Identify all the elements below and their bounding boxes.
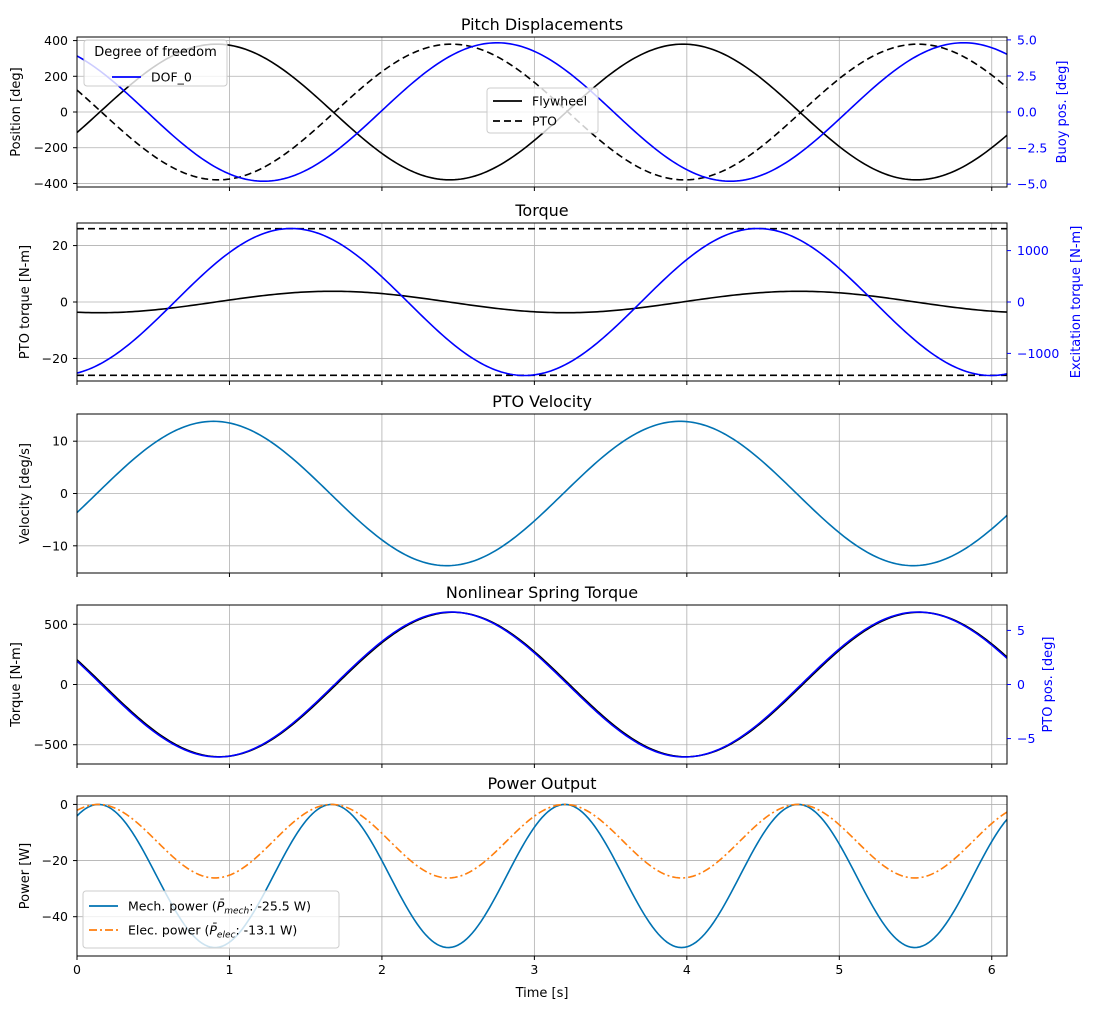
y-tick-label: 20 (52, 238, 68, 253)
y-axis-label: Position [deg] (9, 67, 24, 156)
chart-panel-p3: PTO Velocity −10 0 10 Velocity [deg/s] (18, 392, 1008, 577)
y2-tick-label: −2.5 (1017, 141, 1047, 156)
chart-panel-p4: Nonlinear Spring Torque −500 0 500 Torque [N… (9, 583, 1056, 768)
y2-tick-label: 0 (1017, 295, 1025, 310)
legend-box (83, 39, 228, 87)
series-line-pto-velocity (77, 420, 1007, 567)
y2-tick-label: −1000 (1017, 346, 1059, 361)
y-tick-label: −20 (42, 351, 68, 366)
chart-title: Power Output (487, 774, 596, 793)
legend: Mech. power (P̄mech: -25.5 W)Elec. power… (82, 890, 340, 949)
y-tick-label: −400 (34, 176, 68, 191)
y-axis-label: Power [W] (18, 843, 33, 909)
y-tick-label: −20 (42, 853, 68, 868)
y-tick-label: 0 (60, 797, 68, 812)
y-tick-label: 10 (52, 434, 68, 449)
chart-panel-p5: Power Output 0 1 2 3 4 5 6 Time [s] −40 −20 0 Power … (18, 774, 1008, 1001)
y2-tick-label: 2.5 (1017, 68, 1037, 83)
y2-axis-label: PTO pos. [deg] (1041, 636, 1056, 732)
chart-title: Nonlinear Spring Torque (446, 583, 638, 602)
x-tick-label: 0 (73, 962, 81, 977)
series-line-pto-torque (77, 290, 1007, 314)
chart-title: PTO Velocity (492, 392, 592, 411)
y-tick-label: 0 (60, 486, 68, 501)
y-tick-label: 0 (60, 677, 68, 692)
legend-label-part: P̄ (217, 899, 225, 914)
y2-tick-label: 5 (1017, 623, 1025, 638)
y2-axis-label: Buoy pos. [deg] (1055, 61, 1070, 164)
y2-tick-label: 5.0 (1017, 32, 1037, 47)
legend-label-part: P̄ (209, 923, 217, 938)
x-tick-label: 3 (530, 962, 538, 977)
legend: Degree of freedom DOF_0 (83, 39, 228, 87)
series-line-dof-0 (77, 41, 1007, 183)
legend-label-part: : -25.5 W) (249, 899, 311, 914)
y-axis-label: Velocity [deg/s] (18, 443, 33, 544)
chart-panel-p2: Torque −20 0 20 PTO torque [N-m] −1000 0 1000 Ex… (18, 201, 1084, 385)
y-tick-label: −40 (42, 909, 68, 924)
legend: Flywheel PTO (486, 87, 599, 134)
chart-title: Torque (514, 201, 568, 220)
y2-tick-label: 1000 (1017, 243, 1049, 258)
legend-label: Elec. power (P̄elec: -13.1 W) (128, 923, 297, 941)
y-tick-label: −10 (42, 538, 68, 553)
y2-axis-label: Excitation torque [N-m] (1069, 226, 1084, 379)
y2-tick-label: 0 (1017, 677, 1025, 692)
y2-tick-label: −5 (1017, 731, 1035, 746)
chart-title: Pitch Displacements (461, 15, 623, 34)
legend-label-part: elec (217, 931, 236, 941)
x-tick-label: 2 (378, 962, 386, 977)
x-axis-label: Time [s] (515, 986, 569, 1001)
y-axis-label: Torque [N-m] (9, 642, 24, 728)
series-line-elec-power (77, 803, 1007, 879)
chart-panel-p1: Pitch Displacements −400 −200 0 200 400 Positi… (9, 15, 1070, 192)
legend-label-part: : -13.1 W) (235, 923, 297, 938)
legend-label-part: mech (224, 907, 249, 917)
legend-label: Mech. power (P̄mech: -25.5 W) (128, 899, 311, 917)
legend-label: Flywheel (532, 94, 587, 109)
legend-label: PTO (532, 114, 557, 129)
series-group (77, 611, 1007, 758)
legend-label-part: Elec. power ( (128, 923, 209, 938)
y-tick-label: 200 (44, 69, 68, 84)
y-tick-label: 500 (44, 617, 68, 632)
x-tick-label: 5 (835, 962, 843, 977)
legend-title: Degree of freedom (94, 45, 217, 60)
series-line-excitation-torque (77, 227, 1007, 377)
plot-frame (76, 795, 1008, 957)
x-tick-label: 6 (988, 962, 996, 977)
y-tick-label: 0 (60, 295, 68, 310)
series-group (77, 227, 1007, 377)
y-tick-label: −200 (34, 140, 68, 155)
legend-box (486, 87, 599, 134)
x-tick-label: 4 (683, 962, 691, 977)
series-line-pto-position (77, 611, 1007, 758)
y2-tick-label: 0.0 (1017, 105, 1037, 120)
y2-tick-label: −5.0 (1017, 177, 1047, 192)
series-group (77, 420, 1007, 567)
y-tick-label: 400 (44, 33, 68, 48)
y-tick-label: −500 (34, 737, 68, 752)
legend-label: DOF_0 (151, 70, 192, 85)
x-tick-label: 1 (225, 962, 233, 977)
legend-box (82, 890, 340, 949)
series-line-flywheel (77, 43, 1007, 181)
y-tick-label: 0 (60, 105, 68, 120)
legend-label-part: Mech. power ( (128, 899, 217, 914)
y-axis-label: PTO torque [N-m] (18, 245, 33, 359)
